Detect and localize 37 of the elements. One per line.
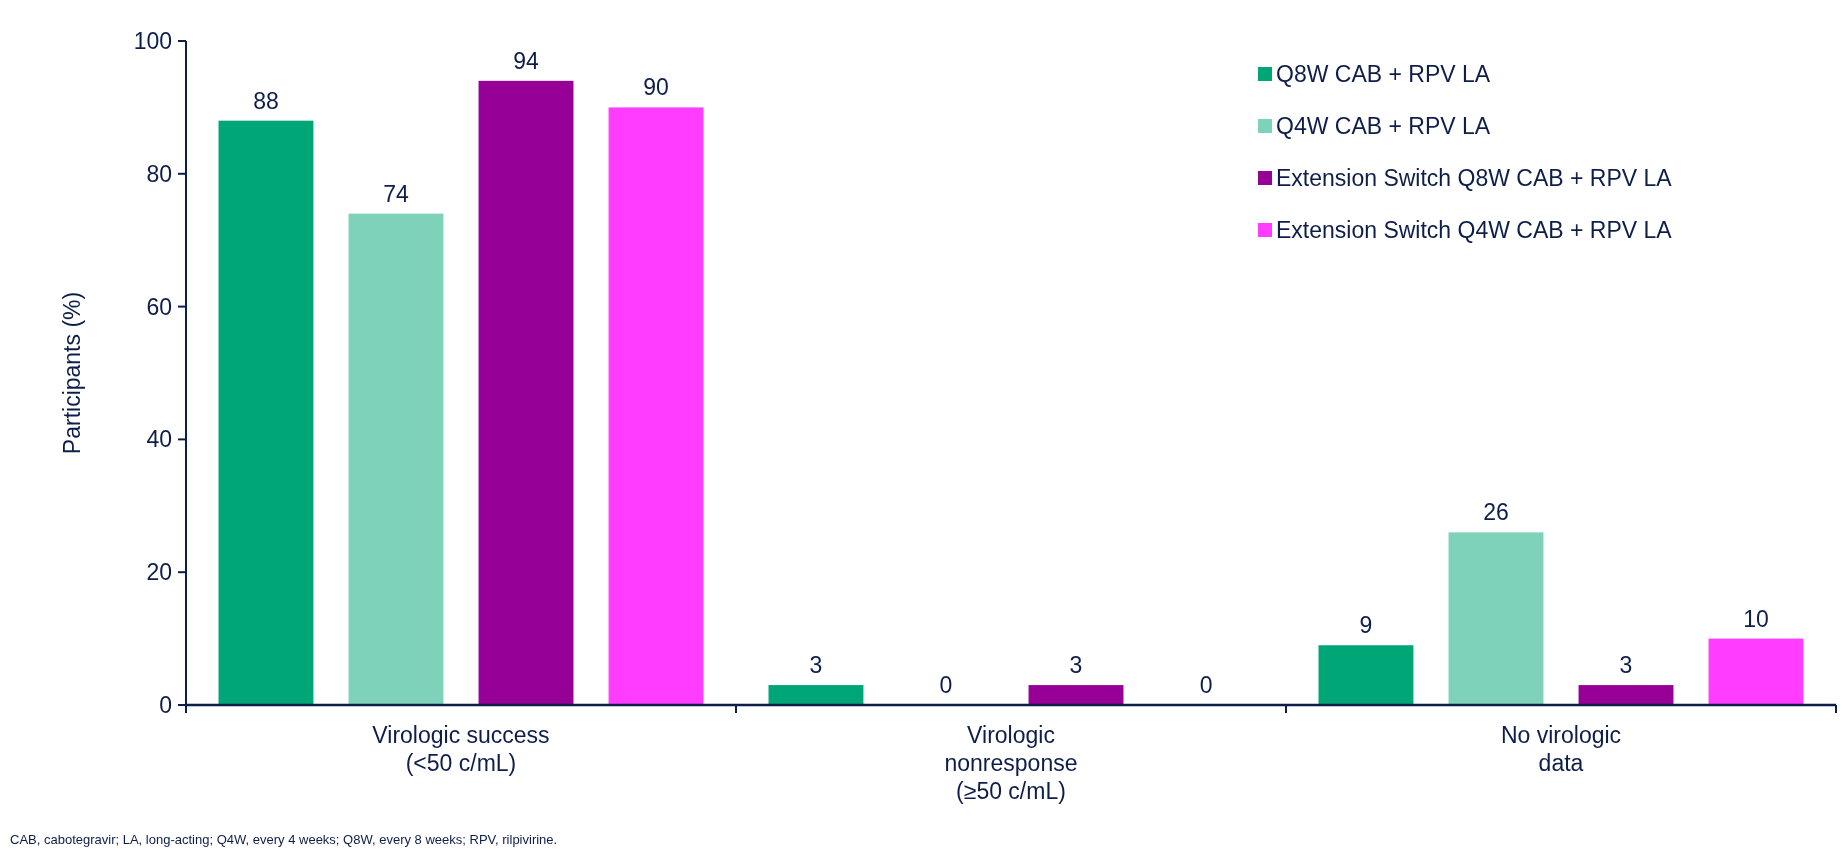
y-tick-label: 80 [146,160,172,187]
y-tick-label: 20 [146,559,172,586]
text: CAB, cabotegravir; LA, long-acting; Q4W, every 4 weeks; Q8W, every 8 weeks; RPV, rilpivirine. [10,832,558,847]
x-tick-label: No virologic data [1500,722,1622,776]
y-tick-label: 60 [146,293,172,320]
data-label: 3 [1619,652,1633,679]
data-label: 88 [253,87,279,114]
data-label: 0 [939,672,953,698]
y-axis-title: Participants (%) [59,291,85,455]
legend-label: Extension Switch Q4W CAB + RPV LA [1276,217,1673,244]
bar [1028,685,1124,705]
data-label: 3 [809,652,823,679]
bar [1448,532,1544,705]
bar [1708,638,1804,705]
legend-label: Extension Switch Q8W CAB + RPV LA [1276,165,1673,192]
x-tick-label: Virologic nonresponse (≥50 c/mL) [944,722,1078,804]
y-tick-label: 40 [146,426,172,453]
bar [478,80,574,705]
data-label: 3 [1069,652,1083,679]
data-label: 90 [643,74,669,101]
data-label: 9 [1359,612,1373,639]
x-tick-label: Virologic success (<50 c/mL) [372,722,550,776]
y-tick-label: 100 [133,28,172,55]
bar [348,213,444,705]
bar [218,120,314,705]
data-label: 94 [513,47,540,74]
legend-label: Q4W CAB + RPV LA [1276,113,1491,140]
bar [1318,645,1414,705]
bar [768,685,864,705]
data-label: 0 [1199,672,1213,698]
data-label: 74 [383,180,409,207]
bar [1578,685,1674,705]
data-label: 10 [1743,605,1769,632]
legend-label: Q8W CAB + RPV LA [1276,61,1491,88]
data-label: 26 [1483,499,1509,526]
bar [608,107,704,705]
y-tick-label: 0 [159,692,172,719]
